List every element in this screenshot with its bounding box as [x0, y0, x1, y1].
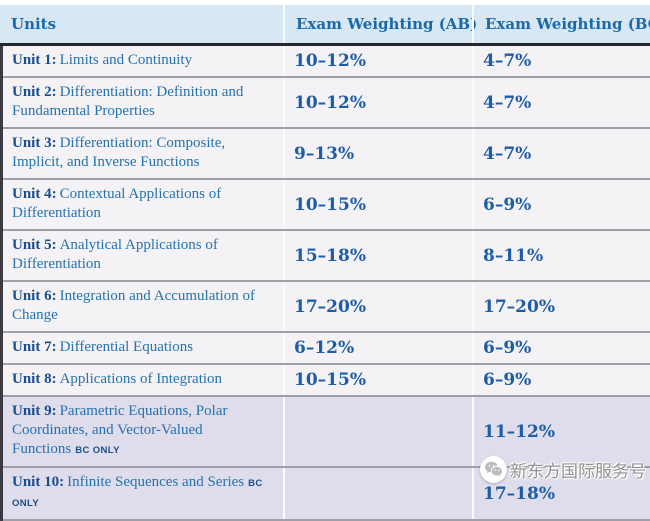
- unit-number-label: Unit 3:: [12, 135, 57, 151]
- ab-weighting-cell: 10–12%: [283, 78, 472, 127]
- unit-cell: Unit 2: Differentiation: Definition and F…: [3, 78, 283, 127]
- column-header-units: Units: [11, 15, 57, 33]
- bc-weighting-cell: 17–20%: [472, 282, 650, 331]
- ab-weighting-cell: 10–15%: [283, 365, 472, 395]
- bc-only-badge: BC ONLY: [75, 445, 120, 456]
- table-row: Unit 10: Infinite Sequences and Series BC …: [3, 468, 650, 521]
- document-page: Units Exam Weighting (AB) Exam Weighting…: [0, 5, 650, 521]
- ab-weighting-cell: 15–18%: [283, 231, 472, 280]
- table-row: Unit 5: Analytical Applications of Differ…: [3, 231, 650, 282]
- bc-weighting-cell: 11–12%: [472, 397, 650, 466]
- unit-title: Integration and Accumulation of Change: [12, 288, 255, 323]
- table-row: Unit 8: Applications of Integration 10–15…: [3, 365, 650, 397]
- unit-title: Differentiation: Composite, Implicit, an…: [12, 135, 226, 170]
- ab-weighting-cell: 9–13%: [283, 129, 472, 178]
- ab-weighting-cell: 10–12%: [283, 46, 472, 76]
- table-header-row: Units Exam Weighting (AB) Exam Weighting…: [0, 5, 650, 46]
- table-row: Unit 9: Parametric Equations, Polar Coord…: [3, 397, 650, 468]
- unit-number-label: Unit 10:: [12, 474, 65, 490]
- ab-weighting-cell: 6–12%: [283, 333, 472, 363]
- unit-cell: Unit 5: Analytical Applications of Differ…: [3, 231, 283, 280]
- unit-number-label: Unit 7:: [12, 339, 57, 355]
- ab-weighting-cell: [283, 397, 472, 466]
- unit-number-label: Unit 2:: [12, 84, 57, 100]
- unit-title: Differentiation: Definition and Fundamen…: [12, 84, 244, 119]
- unit-number-label: Unit 5:: [12, 237, 57, 253]
- bc-weighting-cell: 4–7%: [472, 46, 650, 76]
- unit-cell: Unit 9: Parametric Equations, Polar Coord…: [3, 397, 283, 466]
- table-row: Unit 3: Differentiation: Composite, Impli…: [3, 129, 650, 180]
- table-row: Unit 4: Contextual Applications of Differ…: [3, 180, 650, 231]
- unit-number-label: Unit 6:: [12, 288, 57, 304]
- bc-weighting-cell: 4–7%: [472, 78, 650, 127]
- unit-title: Parametric Equations, Polar Coordinates,…: [12, 403, 228, 457]
- unit-title: Analytical Applications of Differentiati…: [12, 237, 218, 272]
- table-row: Unit 7: Differential Equations 6–12% 6–9%: [3, 333, 650, 365]
- unit-cell: Unit 4: Contextual Applications of Differ…: [3, 180, 283, 229]
- unit-title: Differential Equations: [59, 339, 194, 355]
- unit-title: Contextual Applications of Differentiati…: [12, 186, 222, 221]
- ab-weighting-cell: 10–15%: [283, 180, 472, 229]
- unit-cell: Unit 7: Differential Equations: [3, 333, 283, 363]
- unit-title: Applications of Integration: [59, 371, 223, 387]
- table-row: Unit 2: Differentiation: Definition and F…: [3, 78, 650, 129]
- bc-weighting-cell: 6–9%: [472, 333, 650, 363]
- ab-weighting-cell: 17–20%: [283, 282, 472, 331]
- unit-cell: Unit 1: Limits and Continuity: [3, 46, 283, 76]
- ab-weighting-cell: [283, 468, 472, 519]
- unit-title: Infinite Sequences and Series: [67, 474, 245, 490]
- unit-number-label: Unit 8:: [12, 371, 57, 387]
- unit-cell: Unit 6: Integration and Accumulation of C…: [3, 282, 283, 331]
- unit-number-label: Unit 4:: [12, 186, 57, 202]
- column-header-exam-weighting-ab: Exam Weighting (AB): [283, 5, 477, 43]
- unit-number-label: Unit 9:: [12, 403, 57, 419]
- bc-weighting-cell: 6–9%: [472, 180, 650, 229]
- exam-weighting-table: Units Exam Weighting (AB) Exam Weighting…: [0, 5, 650, 521]
- table-row: Unit 1: Limits and Continuity 10–12% 4–7%: [3, 46, 650, 78]
- unit-cell: Unit 8: Applications of Integration: [3, 365, 283, 395]
- bc-weighting-cell: 6–9%: [472, 365, 650, 395]
- bc-weighting-cell: 8–11%: [472, 231, 650, 280]
- table-row: Unit 6: Integration and Accumulation of C…: [3, 282, 650, 333]
- bc-weighting-cell: 17–18%: [472, 468, 650, 519]
- unit-title: Limits and Continuity: [59, 52, 193, 68]
- bc-weighting-cell: 4–7%: [472, 129, 650, 178]
- unit-cell: Unit 10: Infinite Sequences and Series BC …: [3, 468, 283, 519]
- table-body: Unit 1: Limits and Continuity 10–12% 4–7%…: [0, 46, 650, 521]
- unit-number-label: Unit 1:: [12, 52, 57, 68]
- unit-cell: Unit 3: Differentiation: Composite, Impli…: [3, 129, 283, 178]
- column-header-exam-weighting-bc: Exam Weighting (BC): [472, 5, 650, 43]
